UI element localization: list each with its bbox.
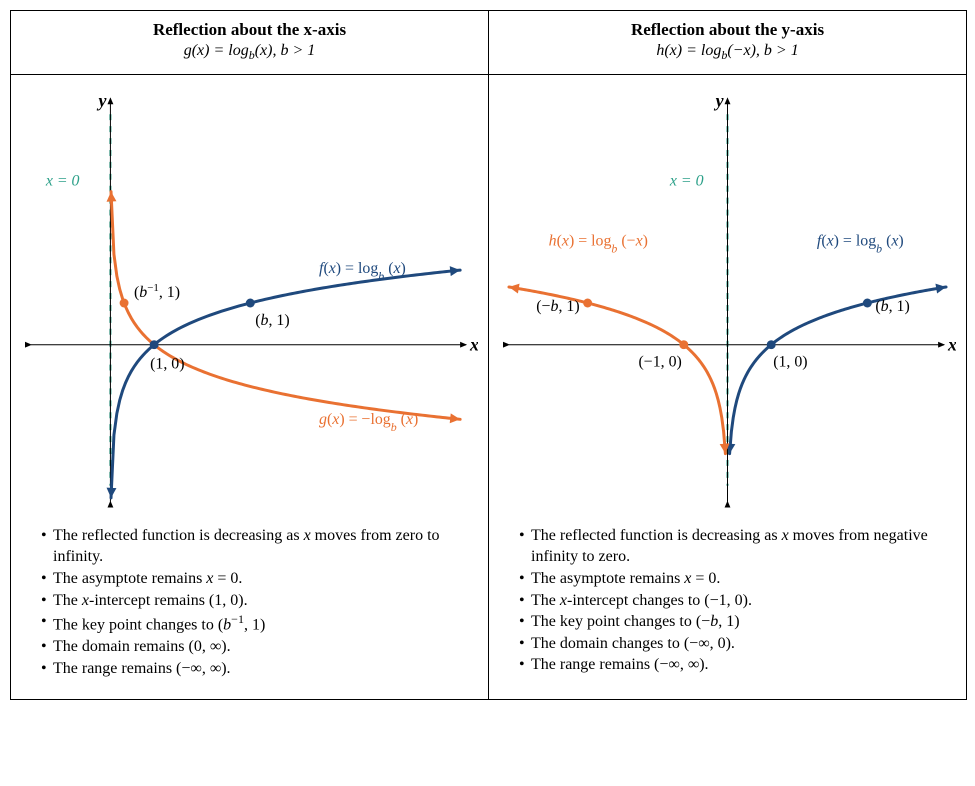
chart-left: x = 0 x y (1, 0) (b, 1) (b−1, 1) f(x) = logb (… [11,75,488,525]
svg-text:y: y [97,90,107,110]
bullet-item: The domain changes to (−∞, 0). [519,633,946,655]
svg-text:x: x [469,335,478,355]
svg-text:g(x) = −logb (x): g(x) = −logb (x) [319,411,418,434]
svg-text:h(x) = logb (−x): h(x) = logb (−x) [549,232,648,255]
subtitle-left: g(x) = logb(x), b > 1 [21,41,478,64]
bullet-item: The key point changes to (−b, 1) [519,611,946,633]
bullet-item: The reflected function is decreasing as … [41,525,468,568]
subtitle-right: h(x) = logb(−x), b > 1 [499,41,956,64]
header-right: Reflection about the y-axis h(x) = logb(… [489,11,966,75]
title-right: Reflection about the y-axis [499,19,956,41]
panel-x-reflection: Reflection about the x-axis g(x) = logb(… [11,11,489,699]
chart-right: x = 0 x y (1, 0) (−1, 0) (b, 1) (−b, 1) f(x) = … [489,75,966,525]
title-left: Reflection about the x-axis [21,19,478,41]
bullets-right: The reflected function is decreasing as … [489,525,966,696]
svg-text:x = 0: x = 0 [669,173,704,190]
svg-text:(1, 0): (1, 0) [773,353,807,370]
chart-svg-left: x = 0 x y (1, 0) (b, 1) (b−1, 1) f(x) = logb (… [21,85,478,515]
svg-text:f(x) = logb (x): f(x) = logb (x) [817,232,904,255]
bullet-item: The range remains (−∞, ∞). [519,654,946,676]
bullet-item: The reflected function is decreasing as … [519,525,946,568]
svg-text:(−b, 1): (−b, 1) [536,298,579,315]
header-left: Reflection about the x-axis g(x) = logb(… [11,11,488,75]
svg-text:x: x [947,335,956,355]
bullet-item: The asymptote remains x = 0. [41,568,468,590]
svg-text:(−1, 0): (−1, 0) [638,353,681,370]
svg-text:(b, 1): (b, 1) [875,298,909,315]
figure-container: Reflection about the x-axis g(x) = logb(… [10,10,967,700]
bullet-item: The x-intercept remains (1, 0). [41,590,468,612]
svg-text:y: y [714,90,724,110]
chart-svg-right: x = 0 x y (1, 0) (−1, 0) (b, 1) (−b, 1) f(x) = … [499,85,956,515]
bullet-item: The range remains (−∞, ∞). [41,658,468,680]
svg-text:(1, 0): (1, 0) [150,355,184,372]
bullet-item: The asymptote remains x = 0. [519,568,946,590]
bullets-left: The reflected function is decreasing as … [11,525,488,699]
svg-text:(b−1, 1): (b−1, 1) [134,282,180,301]
svg-text:f(x) = logb (x): f(x) = logb (x) [319,260,406,283]
bullet-item: The domain remains (0, ∞). [41,636,468,658]
svg-text:x = 0: x = 0 [45,173,80,190]
svg-text:(b, 1): (b, 1) [255,312,289,329]
panel-y-reflection: Reflection about the y-axis h(x) = logb(… [489,11,966,699]
bullet-item: The key point changes to (b−1, 1) [41,611,468,636]
bullet-item: The x-intercept changes to (−1, 0). [519,590,946,612]
